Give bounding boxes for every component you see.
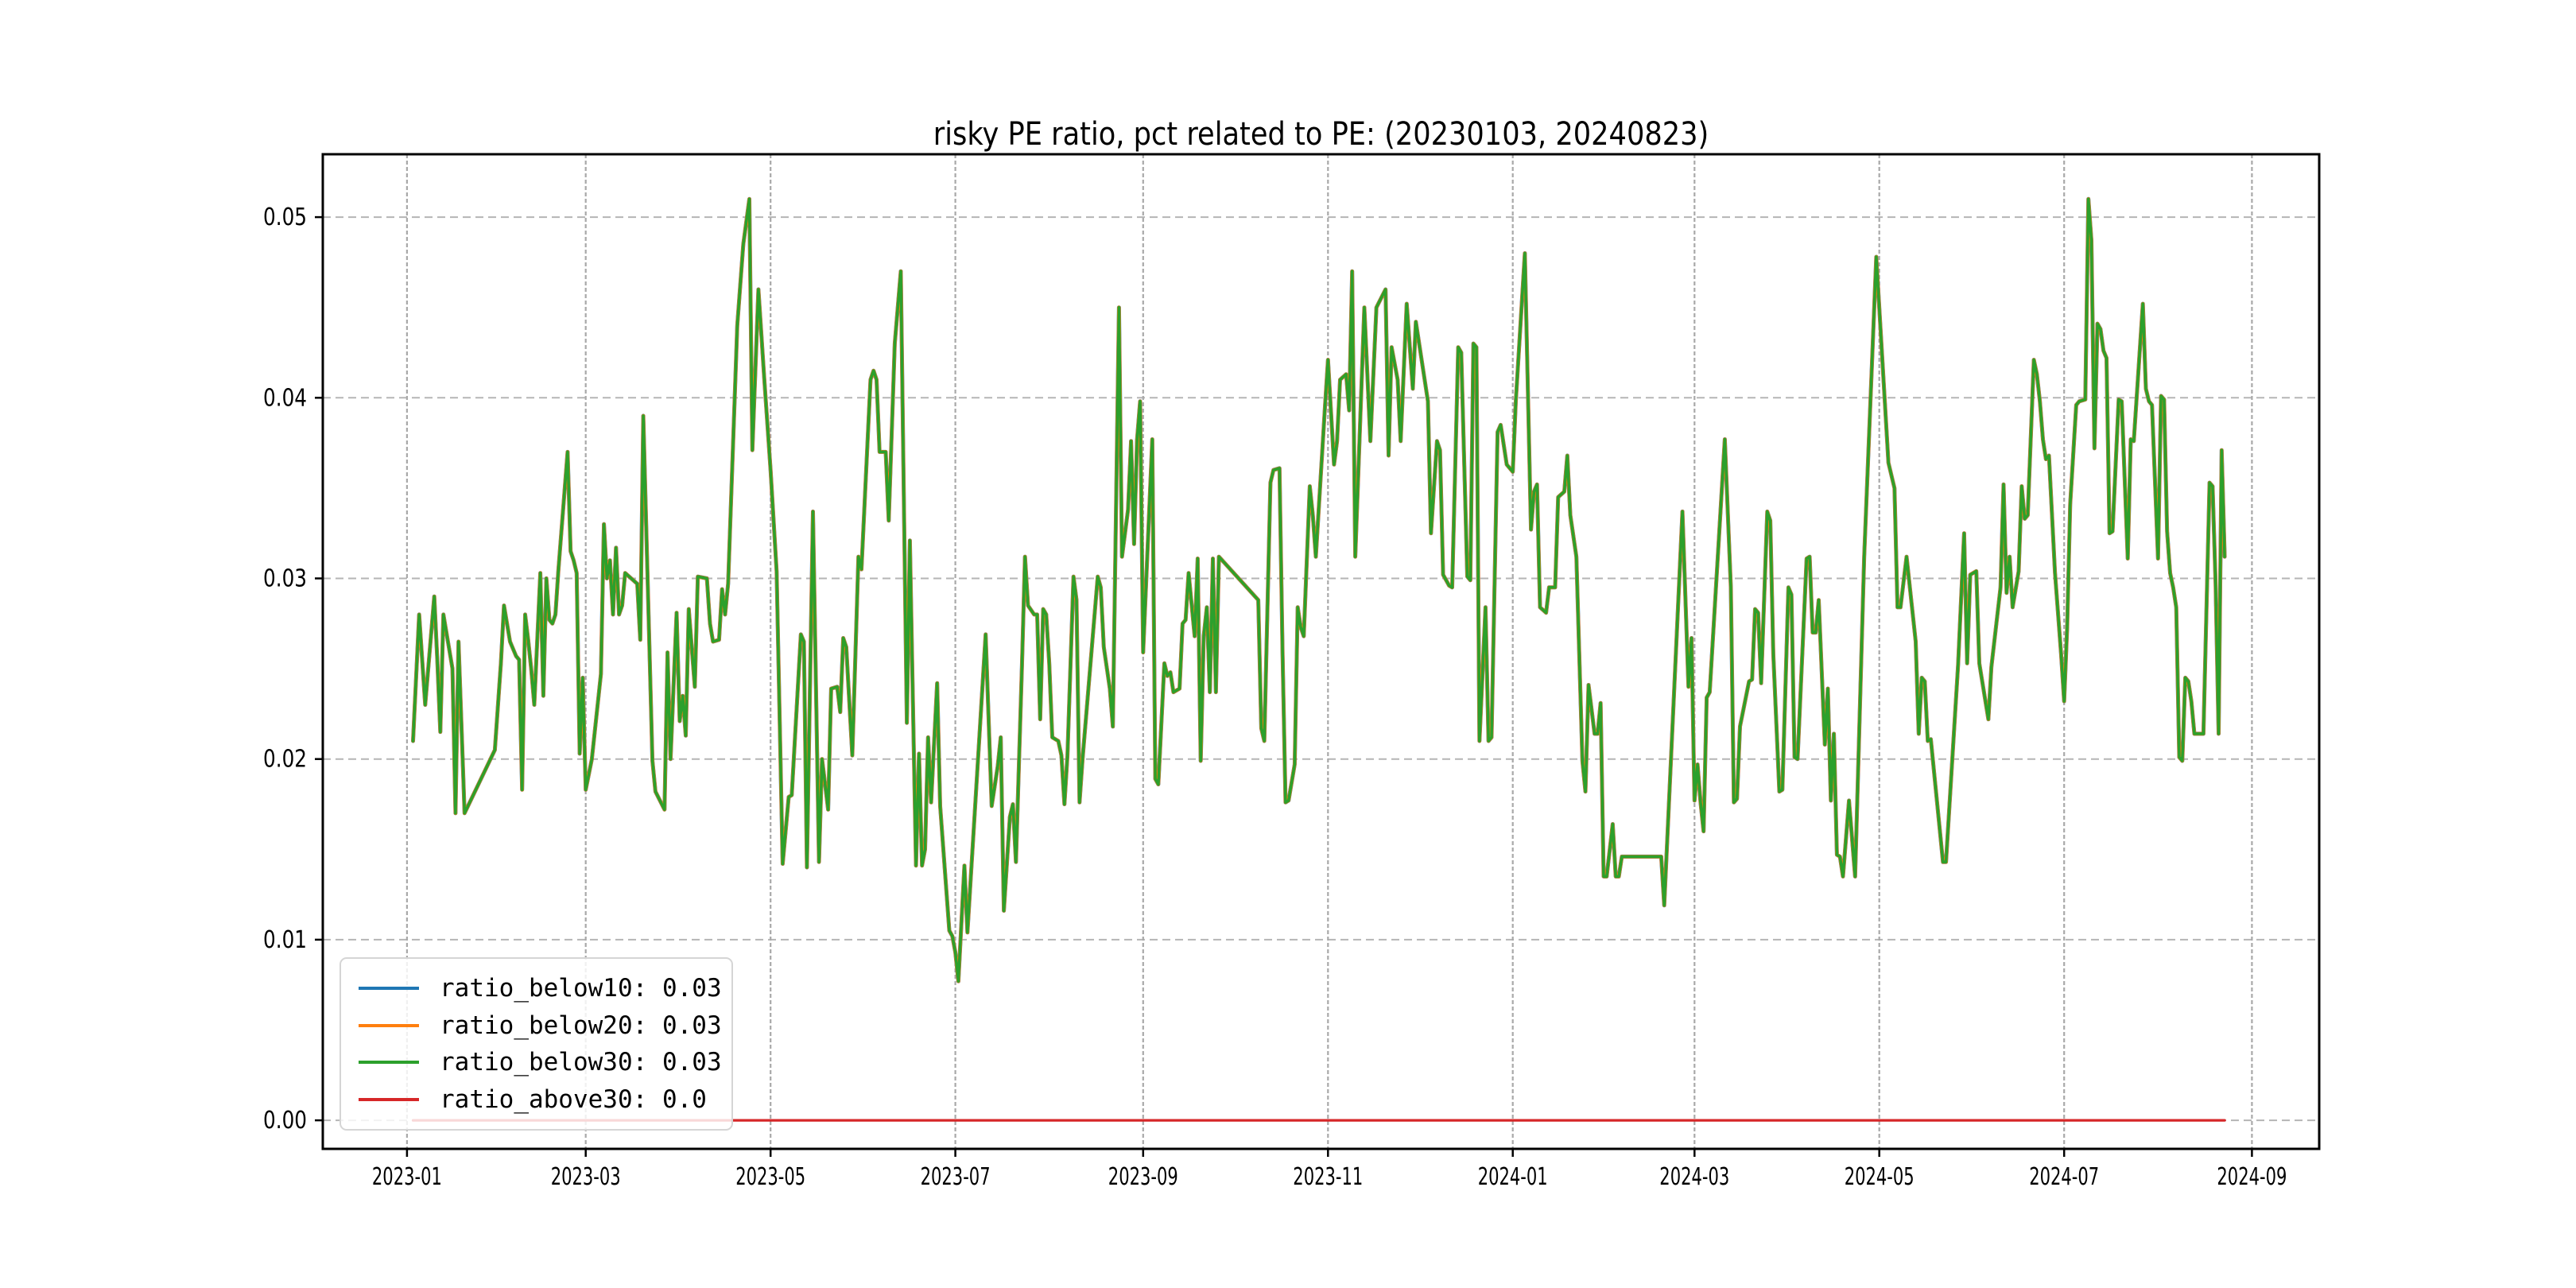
legend-item-ratio_below10: ratio_below10: 0.03 [359,974,722,1003]
x-tick-label: 2023-11 [1293,1163,1363,1191]
x-tick-label: 2023-07 [921,1163,991,1191]
series-line-ratio_below30 [411,197,2226,983]
legend-label-ratio_below30: ratio_below30: 0.03 [440,1048,722,1077]
series-line-ratio_below20 [411,197,2227,983]
x-tick-label: 2023-09 [1108,1163,1178,1191]
y-tick-label: 0.03 [263,565,307,593]
legend: ratio_below10: 0.03 ratio_below20: 0.03 … [339,957,733,1131]
y-tick-label: 0.01 [263,926,307,954]
x-tick-label: 2023-03 [551,1163,621,1191]
x-tick-label: 2023-01 [372,1163,442,1191]
legend-item-ratio_below30: ratio_below30: 0.03 [359,1048,722,1077]
x-tick-label: 2024-01 [1478,1163,1548,1191]
legend-swatch-ratio_below10 [359,987,419,991]
series-line-ratio_below10 [411,196,2227,983]
legend-swatch-ratio_below30 [359,1061,419,1065]
x-tick-label: 2024-03 [1659,1163,1729,1191]
legend-item-ratio_below20: ratio_below20: 0.03 [359,1011,722,1040]
chart-title: risky PE ratio, pct related to PE: (2023… [933,116,1709,153]
x-tick-label: 2024-09 [2217,1163,2287,1191]
x-tick-label: 2024-05 [1845,1163,1915,1191]
x-tick-label: 2023-05 [735,1163,805,1191]
legend-label-ratio_above30: ratio_above30: 0.0 [440,1084,707,1114]
legend-swatch-ratio_above30 [359,1097,419,1101]
y-tick-label: 0.04 [263,384,307,412]
legend-label-ratio_below20: ratio_below20: 0.03 [440,1011,722,1040]
legend-swatch-ratio_below20 [359,1023,419,1027]
legend-label-ratio_below10: ratio_below10: 0.03 [440,974,722,1003]
axes-frame [321,153,2321,1150]
legend-item-ratio_above30: ratio_above30: 0.0 [359,1085,716,1114]
y-tick-label: 0.00 [263,1107,307,1135]
x-tick-label: 2024-07 [2029,1163,2099,1191]
y-tick-label: 0.02 [263,746,307,774]
y-tick-label: 0.05 [263,204,307,231]
